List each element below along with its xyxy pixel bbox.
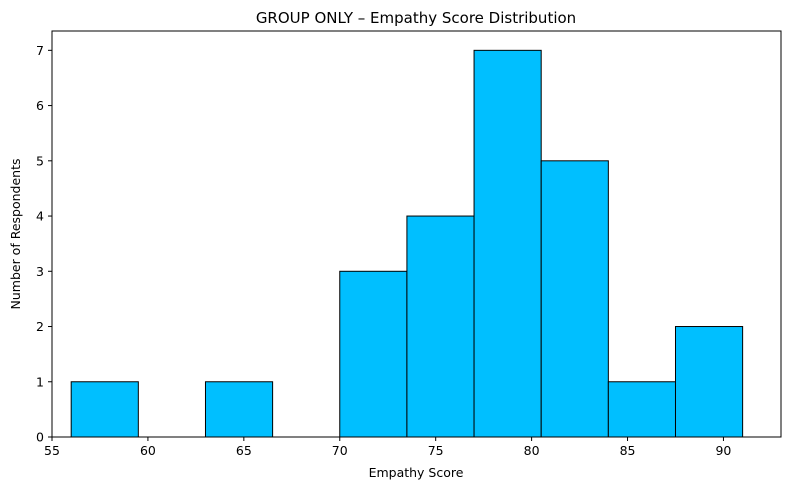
histogram-bar-7 [540,160,609,438]
x-axis-label: Empathy Score [369,465,464,480]
x-tick-label: 75 [428,443,444,458]
histogram-bar-0 [70,381,139,438]
x-tick-label: 85 [620,443,636,458]
y-tick-label: 7 [36,43,44,58]
bars-group [70,49,744,438]
x-tick-label: 65 [236,443,252,458]
plot-frame [51,30,782,438]
y-tick-label: 6 [36,98,44,113]
histogram-bar-2 [204,381,274,438]
histogram-bar-5 [406,215,475,438]
x-tick-label: 55 [44,443,60,458]
y-tick-label: 1 [36,374,44,389]
y-tick-label: 2 [36,319,44,334]
histogram-bar-8 [607,381,676,438]
x-tick-label: 60 [140,443,156,458]
y-tick-label: 5 [36,153,44,168]
y-axis-label: Number of Respondents [8,158,23,309]
histogram-bar-4 [339,270,408,438]
y-axis: 0 1 2 3 4 5 6 7 [36,43,52,445]
x-tick-label: 80 [524,443,540,458]
x-axis: 55 60 65 70 75 80 85 90 [44,437,731,458]
y-tick-label: 0 [36,430,44,445]
y-tick-label: 4 [36,209,44,224]
histogram-bar-9 [674,326,744,438]
x-tick-label: 70 [332,443,348,458]
histogram-bar-6 [473,49,542,438]
y-tick-label: 3 [36,264,44,279]
chart-title: GROUP ONLY – Empathy Score Distribution [256,9,576,27]
x-tick-label: 90 [715,443,731,458]
